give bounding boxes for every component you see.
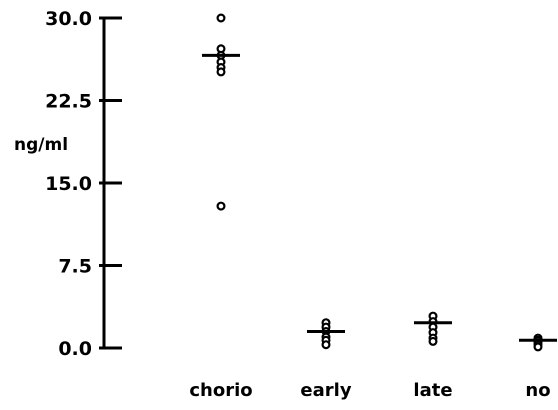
category-labels: chorio early late no — [189, 380, 550, 401]
y-axis-ticks: 0.0 7.5 15.0 22.5 30.0 — [45, 8, 122, 360]
data-point — [216, 201, 226, 211]
y-tick-label: 15.0 — [45, 173, 92, 195]
y-axis-label: ng/ml — [14, 135, 68, 155]
y-tick-label: 30.0 — [45, 8, 92, 30]
data-point — [216, 67, 226, 77]
category-label: early — [300, 380, 351, 401]
y-tick-label: 7.5 — [58, 256, 92, 278]
data-point — [321, 340, 331, 350]
data-point — [216, 13, 226, 23]
category-label: chorio — [189, 380, 252, 401]
category-label: late — [413, 380, 452, 401]
category-label: no — [525, 380, 550, 401]
data-point — [428, 336, 438, 346]
y-tick-label: 0.0 — [58, 338, 92, 360]
data-points — [216, 13, 543, 352]
median-marks — [202, 53, 557, 342]
y-tick-label: 22.5 — [45, 91, 92, 113]
data-point — [533, 342, 543, 352]
